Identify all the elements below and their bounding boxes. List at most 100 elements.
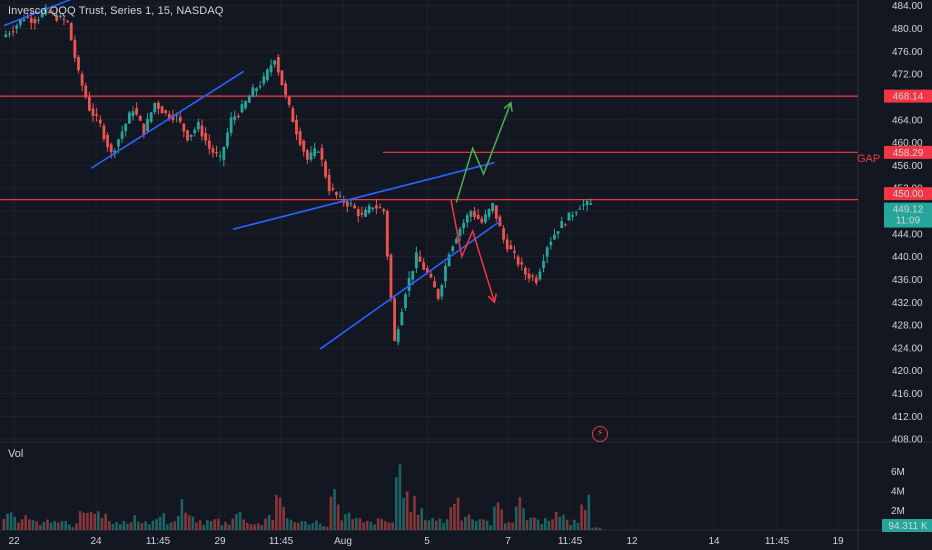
candle-body xyxy=(560,221,564,229)
candle-body xyxy=(211,148,215,153)
volume-bar xyxy=(242,519,245,530)
candle-body xyxy=(8,33,11,35)
candle-body xyxy=(414,252,418,269)
candle-body xyxy=(513,250,516,253)
volume-bar xyxy=(547,520,551,530)
candle-body xyxy=(589,203,593,205)
candle-body xyxy=(298,131,302,145)
volume-bar xyxy=(300,521,304,530)
price-tick-label: 424.00 xyxy=(892,343,923,354)
candle-body xyxy=(131,111,135,116)
volume-bar xyxy=(598,527,602,530)
volume-bar xyxy=(373,524,376,530)
candle-body xyxy=(389,254,393,298)
candle-body xyxy=(549,241,553,246)
volume-bar xyxy=(289,519,293,530)
candle-body xyxy=(313,148,317,156)
volume-bar xyxy=(442,522,445,530)
candle-body xyxy=(40,12,44,18)
price-tick-label: 456.00 xyxy=(892,161,923,172)
volume-bar xyxy=(104,513,107,530)
candle-body xyxy=(585,201,589,206)
volume-bar xyxy=(231,518,235,530)
candle-body xyxy=(153,102,157,113)
volume-bar xyxy=(293,522,296,530)
lightning-bolt-icon[interactable]: ⚡ xyxy=(592,426,608,442)
volume-bar xyxy=(187,515,191,530)
volume-label: Vol xyxy=(8,448,24,460)
candle-body xyxy=(534,277,538,283)
volume-bar xyxy=(17,522,20,530)
candle-body xyxy=(556,231,560,234)
candle-body xyxy=(247,96,251,103)
volume-bar xyxy=(325,526,329,530)
candle-body xyxy=(451,246,455,251)
volume-bar xyxy=(68,524,71,530)
candle-body xyxy=(567,212,571,221)
time-tick-label: 5 xyxy=(424,536,430,547)
candle-body xyxy=(26,17,30,19)
candle-body xyxy=(58,15,62,18)
candle-body xyxy=(244,101,248,109)
volume-bar xyxy=(24,515,27,530)
volume-bar xyxy=(336,504,340,530)
volume-bar xyxy=(57,522,60,530)
volume-bar xyxy=(35,521,38,530)
last-price-badge: 449.12 xyxy=(893,205,924,216)
price-badge-458: 458.29 xyxy=(893,148,924,159)
volume-bar xyxy=(529,517,533,530)
volume-bar xyxy=(362,522,365,530)
volume-bar xyxy=(195,522,198,530)
volume-bar xyxy=(376,518,380,530)
candle-body xyxy=(222,146,226,160)
volume-bar xyxy=(78,511,82,530)
time-tick-label: Aug xyxy=(334,536,352,547)
candle-body xyxy=(309,152,313,160)
volume-bar xyxy=(64,520,67,530)
volume-bar xyxy=(496,502,500,530)
volume-bar xyxy=(9,512,13,530)
candle-body xyxy=(422,262,426,270)
volume-bar xyxy=(340,520,344,530)
volume-bar xyxy=(107,521,111,530)
volume-bar xyxy=(20,519,24,530)
candle-body xyxy=(491,203,495,212)
volume-current-badge: 94.311 K xyxy=(888,521,928,532)
candle-body xyxy=(473,211,476,217)
candle-body xyxy=(66,20,69,22)
candle-body xyxy=(327,174,331,192)
candle-body xyxy=(454,239,458,244)
volume-bar xyxy=(311,523,315,530)
volume-bar xyxy=(267,514,271,530)
candle-body xyxy=(135,108,139,115)
candle-body xyxy=(164,110,168,114)
candle-body xyxy=(582,204,585,206)
candle-body xyxy=(571,215,575,217)
candle-body xyxy=(404,294,407,308)
price-tick-label: 436.00 xyxy=(892,275,923,286)
candle-body xyxy=(29,18,33,23)
candle-body xyxy=(15,25,19,29)
candle-body xyxy=(411,270,415,280)
time-tick-label: 29 xyxy=(214,536,226,547)
candle-body xyxy=(102,125,106,140)
candle-body xyxy=(553,234,556,240)
volume-bar xyxy=(206,520,209,530)
candle-body xyxy=(33,19,37,24)
candle-body xyxy=(280,70,284,86)
candle-body xyxy=(258,85,262,88)
volume-bar xyxy=(384,521,387,530)
candle-body xyxy=(157,102,160,109)
candle-body xyxy=(429,273,433,278)
volume-bar xyxy=(53,521,57,530)
candle-body xyxy=(193,129,197,134)
volume-bar xyxy=(511,522,514,530)
volume-bar xyxy=(169,522,173,530)
price-tick-label: 464.00 xyxy=(892,115,923,126)
volume-bar xyxy=(86,512,89,530)
volume-bar xyxy=(111,523,115,530)
volume-bar xyxy=(471,519,474,530)
candle-body xyxy=(62,19,66,21)
